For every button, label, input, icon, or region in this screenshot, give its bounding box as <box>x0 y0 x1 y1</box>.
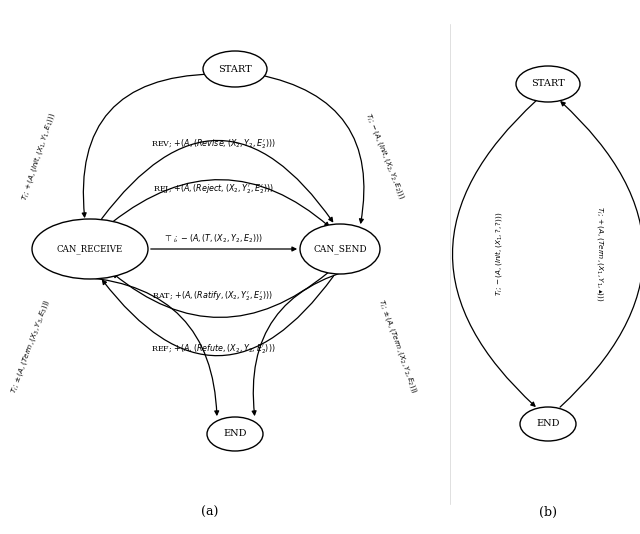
Text: REJ; $+(A,(Reject,(X_2,Y_2',E_2')))$: REJ; $+(A,(Reject,(X_2,Y_2',E_2')))$ <box>152 182 273 196</box>
Ellipse shape <box>520 407 576 441</box>
Text: END: END <box>536 420 560 428</box>
Ellipse shape <box>300 224 380 274</box>
Text: CAN_RECEIVE: CAN_RECEIVE <box>57 244 123 254</box>
Text: (b): (b) <box>539 506 557 519</box>
Text: CAN_SEND: CAN_SEND <box>313 244 367 254</box>
Text: $T_i;-(A,(Init,(X_2,Y_2,E_2)))$: $T_i;-(A,(Init,(X_2,Y_2,E_2)))$ <box>362 111 408 201</box>
Text: REV; $+(A,(Revise,(X_2,Y_2,E_2')))$: REV; $+(A,(Revise,(X_2,Y_2,E_2')))$ <box>150 137 275 151</box>
Text: $T_i;+(A,(Init,(X_1,Y_1,E_1)))$: $T_i;+(A,(Init,(X_1,Y_1,E_1)))$ <box>19 110 58 202</box>
Text: RAT; $+(A,(Ratify,(X_2,Y_2',E_2')))$: RAT; $+(A,(Ratify,(X_2,Y_2',E_2')))$ <box>152 289 273 303</box>
Text: $T_i;-(A,(Init,(X_1,?,?)))$: $T_i;-(A,(Init,(X_1,?,?)))$ <box>493 211 504 296</box>
Text: REF; $+(A,(Refute,(X_2,Y_2,E_2')))$: REF; $+(A,(Refute,(X_2,Y_2,E_2')))$ <box>151 342 275 356</box>
Text: END: END <box>223 429 247 438</box>
Ellipse shape <box>207 417 263 451</box>
Ellipse shape <box>203 51 267 87</box>
Text: $T_i;+(A,(Term,(X_1,Y_1,\blacktriangle)))$: $T_i;+(A,(Term,(X_1,Y_1,\blacktriangle))… <box>595 206 605 302</box>
Ellipse shape <box>516 66 580 102</box>
Text: $T_i;\pm(A,(Term,(X_3,Y_3,E_3)))$: $T_i;\pm(A,(Term,(X_3,Y_3,E_3)))$ <box>8 297 52 395</box>
Text: $\top_i;-(A,(T,(X_2,Y_2,E_2)))$: $\top_i;-(A,(T,(X_2,Y_2,E_2)))$ <box>163 233 263 245</box>
Text: START: START <box>218 65 252 74</box>
Ellipse shape <box>32 219 148 279</box>
Text: $T_i;\pm(A,(Term,(X_2,Y_2,E_2)))$: $T_i;\pm(A,(Term,(X_2,Y_2,E_2)))$ <box>376 297 420 395</box>
Text: (a): (a) <box>202 506 219 519</box>
Text: START: START <box>531 80 565 89</box>
